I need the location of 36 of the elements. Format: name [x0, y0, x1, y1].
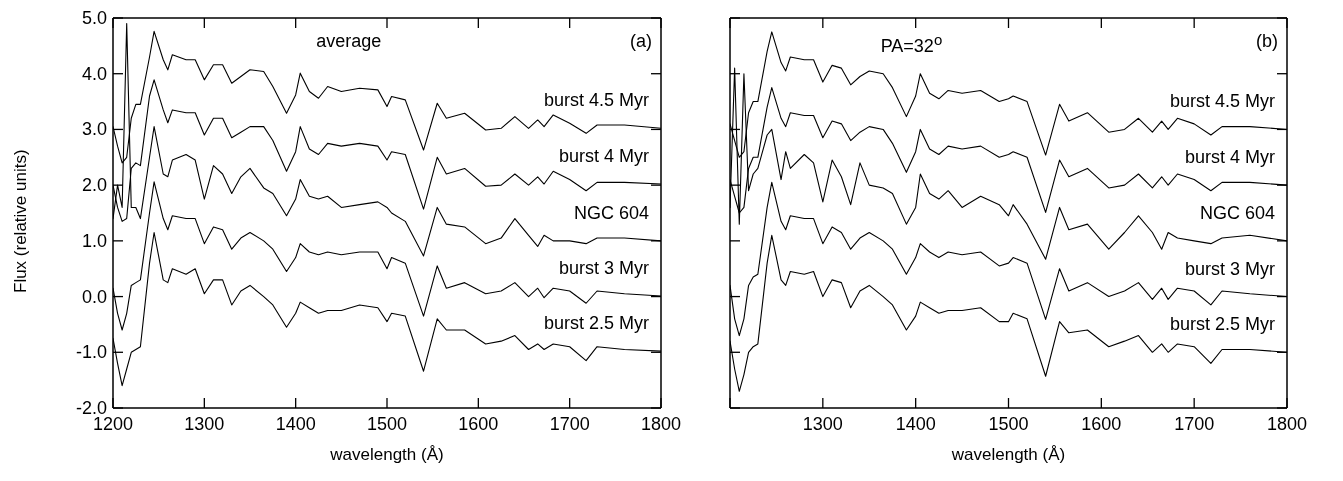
legend-label: burst 2.5 Myr	[543, 313, 649, 334]
x-tick-label: 1700	[549, 414, 590, 434]
legend-label: burst 2.5 Myr	[1169, 314, 1275, 335]
legend-label: NGC 604	[573, 202, 649, 223]
annotation: average	[316, 31, 382, 52]
legend-label: burst 4.5 Myr	[1169, 91, 1275, 112]
legend-label: burst 3 Myr	[558, 258, 649, 279]
x-tick-label: 1700	[1174, 414, 1215, 434]
x-tick-label: 1800	[1266, 414, 1308, 434]
x-axis-title: wavelength (Å)	[950, 445, 1066, 464]
y-tick-label: 5.0	[81, 8, 107, 28]
x-tick-label: 1300	[802, 414, 843, 434]
x-tick-label: 1600	[458, 414, 499, 434]
y-tick-label: 2.0	[81, 175, 107, 196]
x-tick-label: 1600	[1081, 414, 1122, 434]
annotation: (b)	[1256, 31, 1278, 52]
x-tick-label: 1300	[184, 414, 225, 434]
legend-label: burst 4 Myr	[1184, 147, 1275, 168]
x-tick-label: 1400	[275, 414, 316, 434]
legend-label: burst 4 Myr	[558, 146, 649, 167]
x-axis-title: wavelength (Å)	[329, 445, 444, 464]
y-tick-label: 3.0	[81, 119, 107, 140]
legend-label: burst 4.5 Myr	[543, 90, 649, 111]
y-tick-label: 4.0	[81, 63, 107, 84]
x-tick-label: 1500	[366, 414, 408, 434]
y-tick-label: 0.0	[81, 286, 107, 307]
y-tick-label: 1.0	[81, 230, 107, 251]
x-tick-label: 1400	[895, 414, 936, 434]
x-tick-label: 1800	[640, 414, 682, 434]
y-axis-title: Flux (relative units)	[11, 149, 31, 293]
x-tick-label: 1500	[988, 414, 1029, 434]
annotation: PA=32$^{o}$	[880, 31, 943, 57]
y-tick-label: -1.0	[75, 342, 107, 363]
legend-label: burst 3 Myr	[1184, 258, 1275, 279]
legend-label: NGC 604	[1199, 202, 1275, 223]
annotation: (a)	[630, 31, 652, 52]
